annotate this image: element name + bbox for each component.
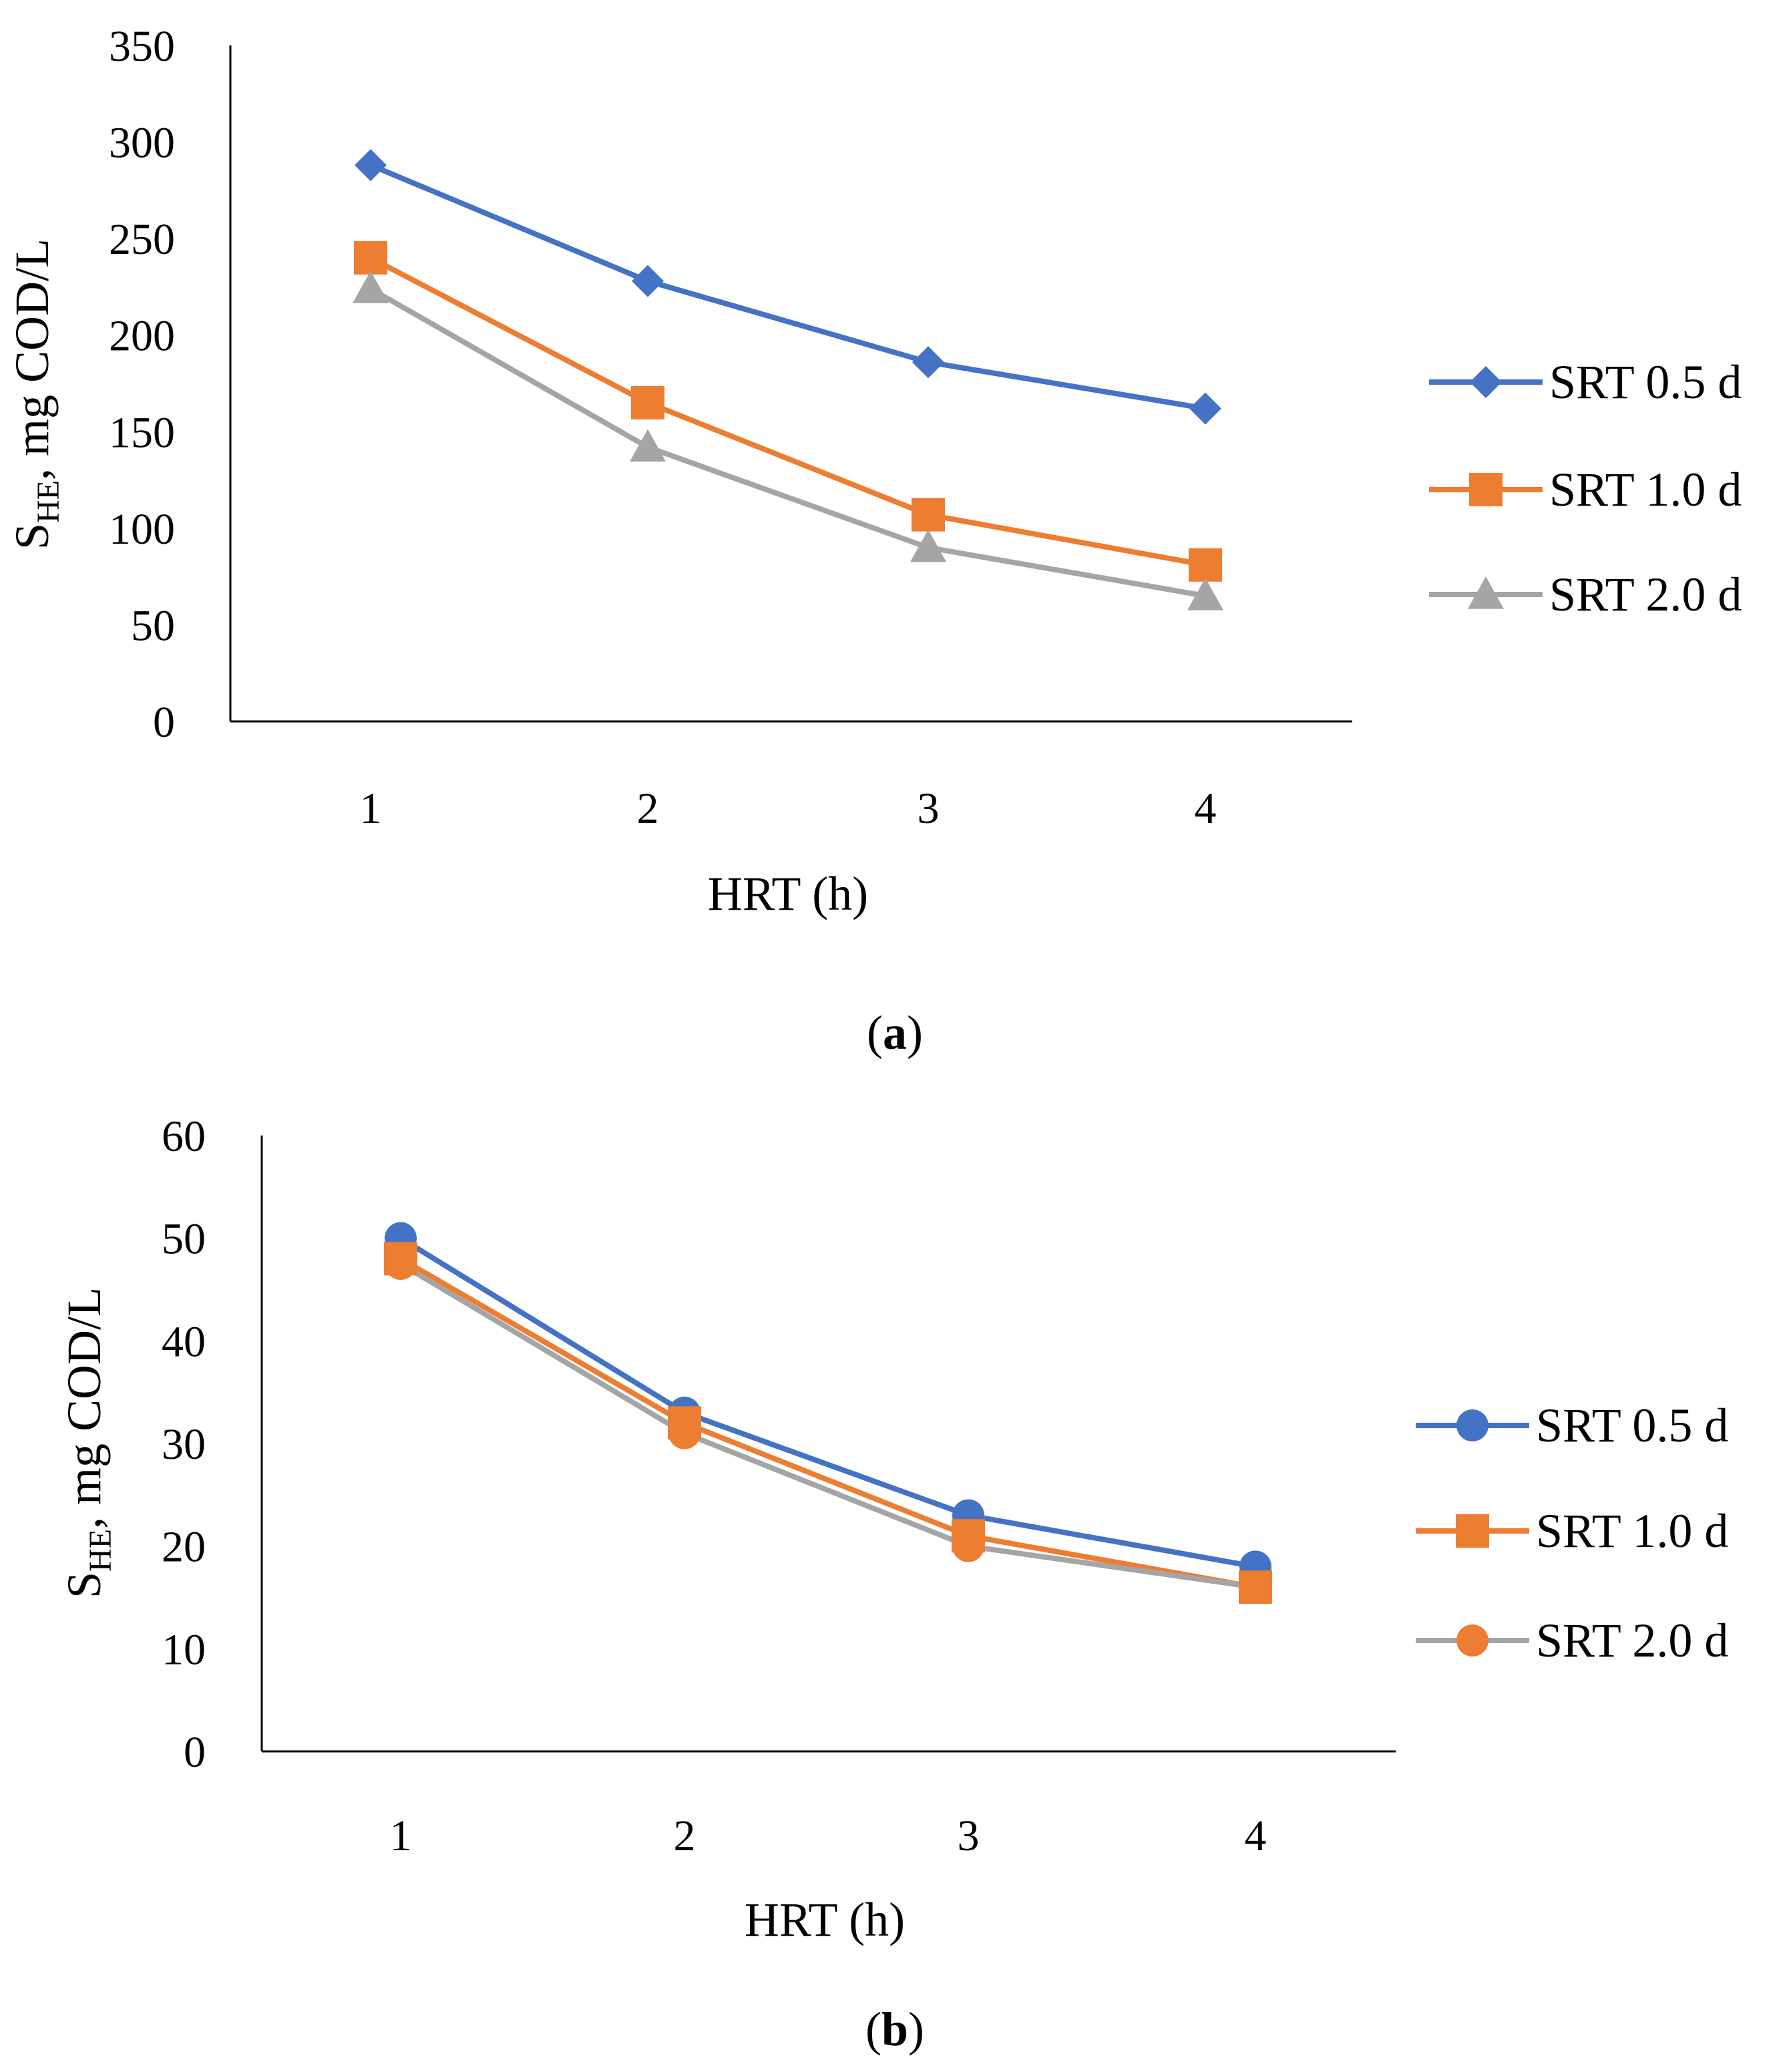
y-tick-label: 250 xyxy=(109,215,175,264)
data-point xyxy=(355,149,387,182)
series-line xyxy=(368,162,1208,411)
legend-marker xyxy=(1456,1624,1488,1657)
y-tick-label: 20 xyxy=(162,1523,206,1572)
series-line xyxy=(398,1256,1258,1590)
legend-label: SRT 2.0 d xyxy=(1536,1614,1728,1667)
y-tick-label: 0 xyxy=(153,698,175,747)
y-tick-label: 100 xyxy=(109,505,175,554)
legend-item: SRT 0.5 d xyxy=(1429,355,1742,409)
legend-label: SRT 1.0 d xyxy=(1536,1504,1728,1558)
x-tick-label: 2 xyxy=(637,784,659,833)
y-axis-title-units: , mg COD/L xyxy=(57,1287,111,1529)
y-axis-title-subscript: HE xyxy=(31,480,66,523)
data-point xyxy=(632,265,664,297)
data-point xyxy=(952,1530,984,1562)
y-tick-label: 60 xyxy=(162,1112,206,1161)
data-point xyxy=(385,1248,417,1280)
legend-marker xyxy=(1456,1409,1488,1441)
legend-label: SRT 2.0 d xyxy=(1549,568,1742,621)
panel-label: (a) xyxy=(867,1006,923,1059)
legend-marker xyxy=(1456,1514,1489,1548)
legend-label: SRT 1.0 d xyxy=(1549,463,1742,516)
y-tick-label: 300 xyxy=(109,119,175,168)
data-point xyxy=(353,271,389,303)
legend-item: SRT 0.5 d xyxy=(1416,1399,1728,1452)
data-point xyxy=(354,241,387,275)
y-axis-title: SHE, mg COD/L xyxy=(57,1287,118,1598)
y-tick-label: 0 xyxy=(184,1728,206,1777)
data-point xyxy=(1187,578,1223,611)
legend-marker xyxy=(1468,576,1504,609)
legend-item: SRT 1.0 d xyxy=(1429,463,1742,516)
data-point xyxy=(910,529,946,562)
legend-marker xyxy=(1469,473,1503,506)
x-axis-title: HRT (h) xyxy=(708,867,868,920)
data-point xyxy=(630,429,666,462)
panel-label-letter: a xyxy=(883,1006,907,1059)
x-tick-label: 3 xyxy=(958,1811,980,1860)
series-line xyxy=(368,286,1208,599)
legend-label: SRT 0.5 d xyxy=(1536,1399,1728,1452)
series-line xyxy=(398,1261,1258,1590)
x-axis-title: HRT (h) xyxy=(745,1893,905,1946)
legend-item: SRT 2.0 d xyxy=(1416,1614,1728,1667)
y-tick-label: 350 xyxy=(109,22,175,71)
data-point xyxy=(912,346,944,379)
x-tick-label: 3 xyxy=(918,784,940,833)
x-tick-label: 1 xyxy=(390,1811,412,1860)
legend-item: SRT 2.0 d xyxy=(1429,568,1742,621)
y-tick-label: 10 xyxy=(162,1625,206,1674)
legend-item: SRT 1.0 d xyxy=(1416,1504,1728,1558)
y-axis-title-symbol: S xyxy=(5,523,59,550)
x-tick-label: 1 xyxy=(360,784,382,833)
y-axis-title-units: , mg COD/L xyxy=(5,238,59,480)
y-axis-title: SHE, mg COD/L xyxy=(5,238,66,550)
chart-panel-b: 0 10 20 30 40 50 60 1 2 3 4 HRT (h) SHE, mg COD/L SRT… xyxy=(57,1112,1728,2056)
series-line xyxy=(398,1235,1258,1570)
data-point xyxy=(631,385,664,419)
legend-label: SRT 0.5 d xyxy=(1549,355,1742,409)
y-tick-label: 50 xyxy=(162,1215,206,1264)
y-tick-label: 50 xyxy=(131,601,175,650)
y-tick-label: 200 xyxy=(109,312,175,361)
x-tick-label: 4 xyxy=(1245,1811,1267,1860)
panel-label: (b) xyxy=(865,2003,924,2056)
y-axis-title-symbol: S xyxy=(57,1572,111,1598)
y-tick-label: 40 xyxy=(162,1317,206,1366)
data-point xyxy=(1189,548,1222,582)
panel-label-letter: b xyxy=(881,2003,908,2056)
data-point xyxy=(912,498,945,532)
x-tick-label: 4 xyxy=(1195,784,1217,833)
legend-marker xyxy=(1470,366,1502,398)
y-tick-label: 150 xyxy=(109,408,175,457)
x-tick-label: 2 xyxy=(674,1811,696,1860)
y-axis-title-subscript: HE xyxy=(83,1529,118,1572)
data-point xyxy=(1189,392,1221,425)
data-point xyxy=(1239,1571,1271,1604)
chart-panel-a: 0 50 100 150 200 250 300 350 1 2 3 4 HRT (h) SHE, mg … xyxy=(5,22,1742,1059)
data-point xyxy=(668,1417,701,1449)
series-line xyxy=(368,255,1208,568)
y-tick-label: 30 xyxy=(162,1420,206,1469)
